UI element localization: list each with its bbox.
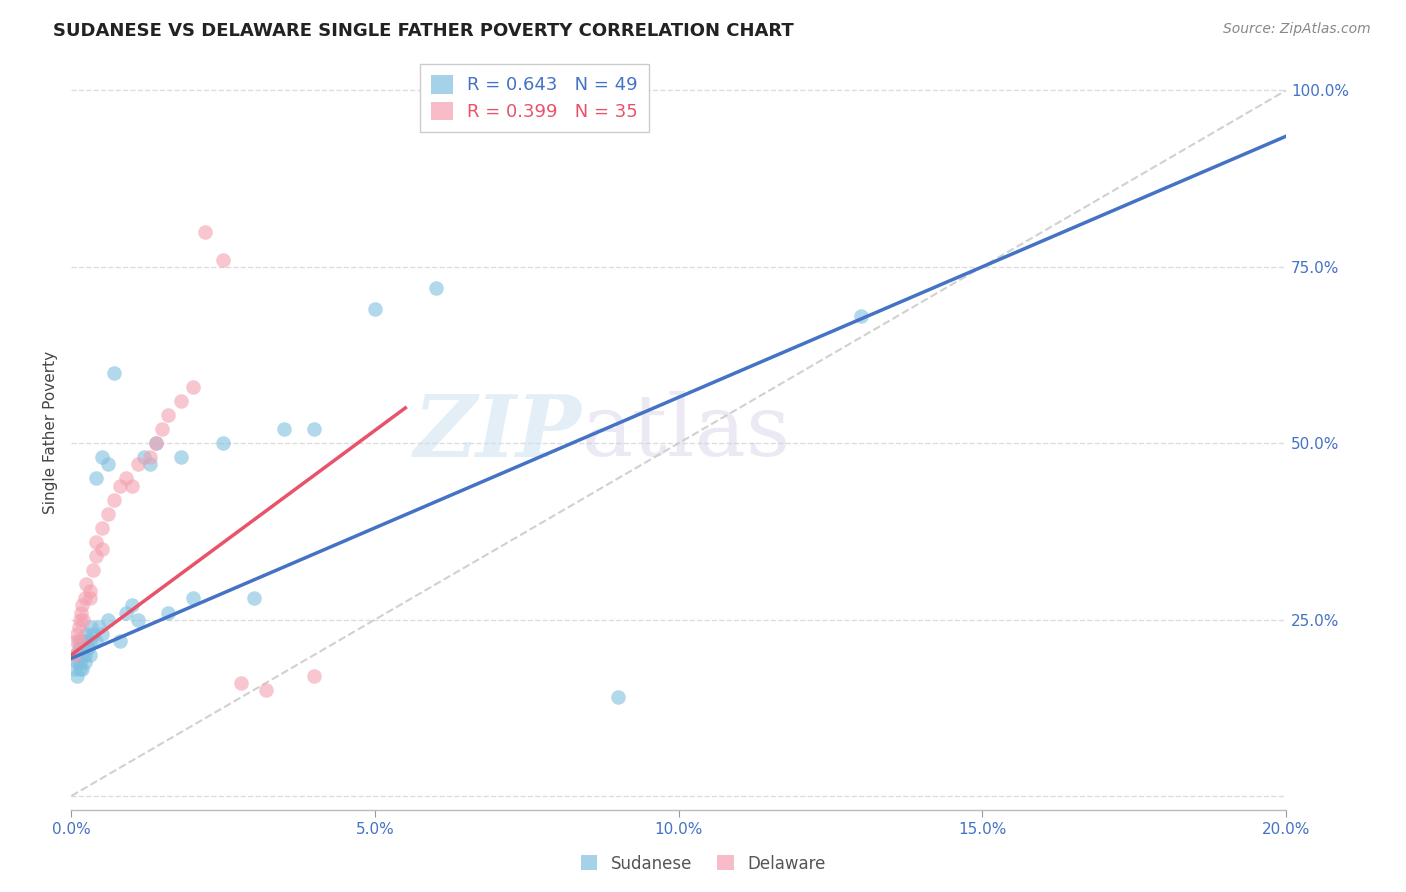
Point (69, 662, 91, 676)
Point (425, 281, 447, 295)
Point (139, 450, 162, 465)
Point (67, 633, 90, 648)
Point (145, 436, 167, 450)
Point (67, 619, 90, 633)
Point (66, 669, 89, 683)
Point (127, 613, 149, 627)
Point (84, 471, 107, 485)
Point (364, 302, 387, 317)
Point (73, 591, 96, 606)
Point (97, 458, 120, 472)
Point (254, 683, 277, 698)
Point (75, 655, 97, 669)
Point (72, 640, 94, 655)
Point (90, 541, 112, 556)
Point (97, 613, 120, 627)
Point (67, 648, 90, 662)
Point (304, 422, 326, 436)
Point (169, 393, 191, 408)
Point (108, 478, 131, 492)
Point (169, 450, 191, 465)
Point (242, 591, 264, 606)
Point (77, 640, 100, 655)
Point (90, 626, 112, 640)
Legend: Sudanese, Delaware: Sudanese, Delaware (574, 848, 832, 880)
Point (273, 422, 295, 436)
Point (65, 633, 87, 648)
Y-axis label: Single Father Poverty: Single Father Poverty (44, 351, 58, 514)
Point (67, 640, 90, 655)
Point (63, 662, 86, 676)
Point (127, 458, 149, 472)
Point (84, 549, 107, 563)
Point (84, 633, 107, 648)
Point (79, 584, 101, 599)
Point (152, 422, 174, 436)
Point (849, 309, 872, 323)
Point (108, 633, 131, 648)
Point (72, 633, 94, 648)
Point (115, 471, 138, 485)
Point (72, 613, 94, 627)
Point (70, 606, 93, 620)
Point (157, 606, 180, 620)
Point (76, 577, 98, 591)
Point (134, 450, 156, 465)
Point (70, 599, 93, 613)
Point (82, 563, 104, 577)
Point (73, 648, 96, 662)
Point (66, 626, 89, 640)
Text: Source: ZipAtlas.com: Source: ZipAtlas.com (1223, 22, 1371, 37)
Point (84, 535, 107, 549)
Point (115, 606, 138, 620)
Point (181, 591, 204, 606)
Point (79, 633, 101, 648)
Point (103, 492, 125, 507)
Point (90, 521, 112, 535)
Point (103, 366, 125, 380)
Point (69, 633, 91, 648)
Point (69, 655, 91, 669)
Point (76, 626, 98, 640)
Point (212, 436, 235, 450)
Point (304, 669, 326, 683)
Point (97, 507, 120, 521)
Point (66, 655, 89, 669)
Point (79, 648, 101, 662)
Point (212, 252, 235, 267)
Text: ZIP: ZIP (413, 391, 582, 475)
Point (80, 619, 103, 633)
Text: SUDANESE VS DELAWARE SINGLE FATHER POVERTY CORRELATION CHART: SUDANESE VS DELAWARE SINGLE FATHER POVER… (53, 22, 794, 40)
Point (70, 640, 93, 655)
Point (606, 690, 628, 705)
Point (90, 450, 112, 465)
Point (82, 626, 104, 640)
Point (181, 380, 204, 394)
Point (139, 458, 162, 472)
Point (121, 599, 143, 613)
Point (121, 478, 143, 492)
Point (70, 662, 93, 676)
Point (69, 613, 91, 627)
Point (145, 436, 167, 450)
Point (87, 619, 110, 633)
Point (63, 648, 86, 662)
Point (231, 676, 253, 690)
Point (70, 648, 93, 662)
Point (157, 408, 180, 422)
Point (194, 225, 217, 239)
Point (65, 648, 87, 662)
Point (79, 591, 101, 606)
Point (76, 633, 98, 648)
Text: atlas: atlas (582, 391, 790, 475)
Legend: R = 0.643   N = 49, R = 0.399   N = 35: R = 0.643 N = 49, R = 0.399 N = 35 (420, 64, 650, 132)
